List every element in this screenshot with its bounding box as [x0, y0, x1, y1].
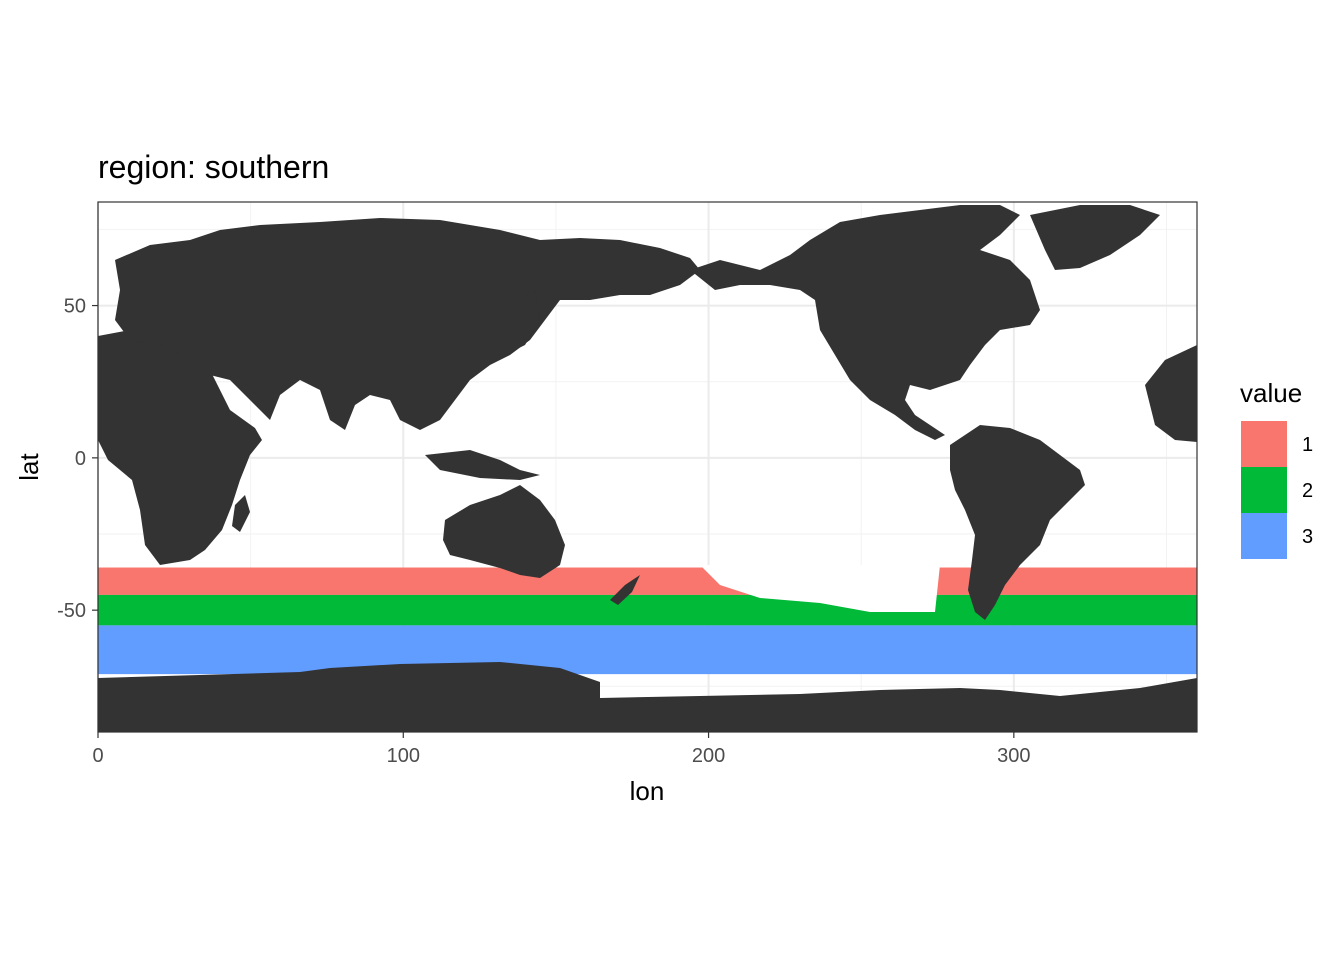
- value-bands: [98, 565, 1197, 675]
- panel-border: [97, 201, 1198, 733]
- plot-panel: [97, 202, 1197, 732]
- chart-title: region: southern: [98, 149, 329, 185]
- land-greenland: [1030, 205, 1160, 270]
- band-value-1: [98, 567, 1197, 595]
- y-tick-label: -50: [57, 600, 86, 622]
- band-value-3: [98, 625, 1197, 675]
- land-islands: [425, 450, 540, 480]
- land-japan: [500, 290, 540, 355]
- land-south-america: [950, 425, 1085, 620]
- land-north-america: [690, 205, 1040, 440]
- x-tick-label: 300: [997, 745, 1030, 767]
- band-gap: [700, 565, 940, 612]
- y-tick-label: 0: [75, 448, 86, 470]
- legend-label-1: 1: [1302, 434, 1313, 456]
- y-axis-title: lat: [14, 452, 44, 480]
- land-antarctica: [98, 662, 1197, 732]
- land-iberia: [1145, 345, 1197, 442]
- land-australia: [443, 485, 565, 578]
- legend: value 1 2 3: [1240, 378, 1313, 559]
- land-africa: [98, 330, 262, 565]
- x-tick-label: 200: [692, 745, 725, 767]
- x-tick-label: 100: [387, 745, 420, 767]
- y-tick-label: 50: [64, 296, 86, 318]
- land-new-zealand: [610, 575, 640, 605]
- land-mask: [98, 205, 1197, 732]
- legend-key-3: [1241, 513, 1287, 559]
- y-axis: -50 0 50: [57, 296, 98, 622]
- x-axis-title: lon: [630, 776, 665, 806]
- x-tick-label: 0: [92, 745, 103, 767]
- legend-key-1: [1241, 421, 1287, 467]
- legend-title: value: [1240, 378, 1302, 408]
- band-value-2: [98, 594, 1197, 626]
- land-madagascar: [232, 495, 250, 532]
- legend-label-3: 3: [1302, 526, 1313, 548]
- land-eurasia: [115, 218, 700, 430]
- legend-label-2: 2: [1302, 480, 1313, 502]
- legend-key-2: [1241, 467, 1287, 513]
- x-axis: 0 100 200 300: [92, 732, 1031, 767]
